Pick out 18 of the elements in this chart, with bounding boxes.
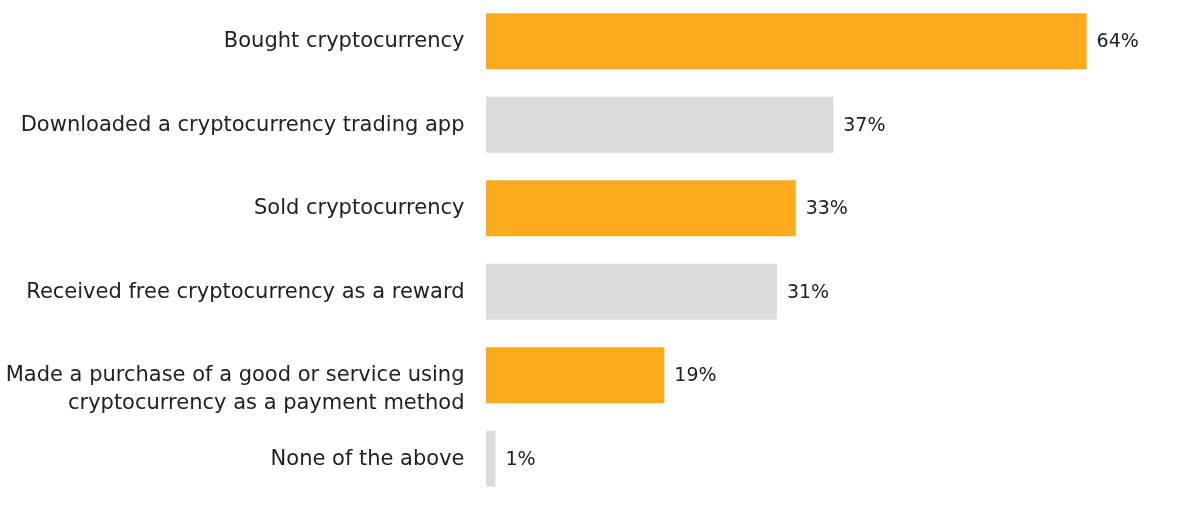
y-tick-label: Made a purchase of a good or service using cryptocurrency as a payment method <box>5 362 465 415</box>
data-label: 64% <box>1096 29 1139 52</box>
data-label: 33% <box>805 196 848 219</box>
data-label: 31% <box>786 279 830 302</box>
y-tick-label: Sold cryptocurrency <box>253 195 465 220</box>
y-tick-label: Bought cryptocurrency <box>223 28 465 53</box>
data-label: 19% <box>674 363 717 386</box>
bar <box>486 96 834 153</box>
data-label: 37% <box>843 112 886 135</box>
y-tick-label: Downloaded a cryptocurrency trading app <box>20 111 465 136</box>
y-tick-label: None of the above <box>270 445 465 470</box>
bar <box>486 430 496 487</box>
y-tick-label: Received free cryptocurrency as a reward <box>26 278 465 303</box>
data-label: 1% <box>505 446 536 469</box>
bar <box>486 263 777 320</box>
bar <box>486 347 665 404</box>
bar <box>486 13 1087 70</box>
bar <box>486 180 796 237</box>
